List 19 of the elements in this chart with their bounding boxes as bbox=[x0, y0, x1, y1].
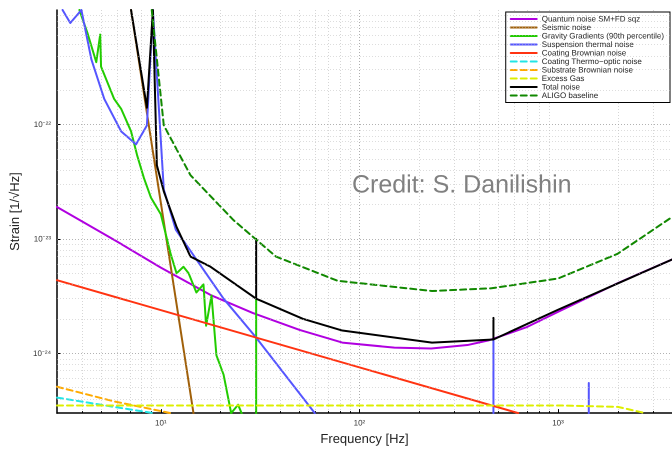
legend-label: Excess Gas bbox=[542, 74, 584, 83]
annotation: Credit: S. Danilishin bbox=[352, 170, 572, 198]
legend-label: Coating Brownian noise bbox=[542, 48, 627, 58]
x-tick-label: 10³ bbox=[552, 418, 564, 428]
y-tick-label: 10⁻²⁴ bbox=[33, 348, 52, 358]
legend-label: Substrate Brownian noise bbox=[542, 66, 634, 74]
y-axis-title: Strain [1/√Hz] bbox=[7, 172, 22, 251]
legend-label: Quantum noise SM+FD sqz bbox=[542, 14, 640, 24]
x-axis-title: Frequency [Hz] bbox=[320, 431, 409, 446]
y-tick-label: 10⁻²³ bbox=[34, 234, 52, 244]
legend-label: Total noise bbox=[542, 82, 581, 92]
x-tick-label: 10² bbox=[354, 418, 366, 428]
x-tick-label: 10¹ bbox=[155, 418, 167, 428]
y-tick-label: 10⁻²² bbox=[34, 120, 52, 129]
legend-label: Gravity Gradients (90th percentile) bbox=[542, 32, 664, 40]
legend-label: Suspension thermal noise bbox=[542, 40, 634, 49]
legend-label: Coating Thermo−optic noise bbox=[542, 57, 642, 66]
legend-label: ALIGO baseline bbox=[542, 91, 599, 100]
legend-label: Seismic noise bbox=[542, 23, 592, 32]
